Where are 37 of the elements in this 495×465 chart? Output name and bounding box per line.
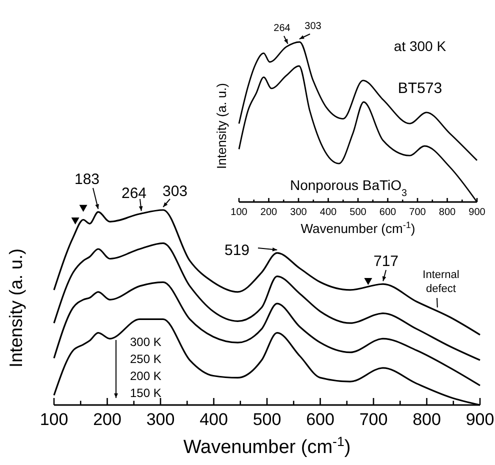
x-tick-label: 400: [200, 410, 228, 429]
series-label: BT573: [398, 80, 442, 97]
x-tick-label: 800: [438, 207, 456, 218]
annotation: 200 K: [130, 369, 162, 383]
annotation: Internal defect: [422, 269, 460, 295]
x-tick-label: 600: [306, 410, 334, 429]
x-tick-label: 400: [320, 207, 338, 218]
series-label: Nonporous BaTiO$_{3}$: [290, 177, 408, 198]
x-tick-label: 500: [252, 410, 282, 429]
annotation: 519: [224, 242, 250, 259]
x-tick-label: 500: [350, 207, 367, 218]
x-tick-label: 300: [290, 207, 308, 218]
x-tick-label: 200: [260, 207, 278, 218]
annotation: 303: [304, 21, 322, 32]
y-axis-title: Intensity (a. u.): [214, 83, 229, 169]
x-tick-label: 600: [379, 207, 397, 218]
annotation: 300 K: [130, 335, 162, 349]
x-tick-label: 900: [466, 410, 494, 429]
x-tick-label: 800: [412, 410, 441, 429]
x-axis-title: Wavenumber (cm$^{-1}$): [183, 434, 351, 458]
y-axis-title: Intensity (a. u.): [6, 248, 26, 368]
annotation: 303: [162, 183, 188, 200]
x-tick-label: 300: [146, 410, 175, 429]
annotation: 264: [274, 23, 291, 34]
x-axis-title: Wavenumber (cm$^{-1}$): [300, 220, 416, 236]
x-tick-label: 900: [468, 207, 486, 218]
annotation: 183: [74, 171, 100, 188]
annotation: 250 K: [130, 352, 162, 366]
x-tick-label: 700: [409, 207, 426, 218]
annotation: 150 K: [130, 386, 162, 400]
x-tick-label: 200: [93, 410, 122, 429]
x-tick-label: 700: [359, 410, 388, 429]
x-tick-label: 100: [230, 207, 248, 218]
annotation: 717: [373, 253, 399, 270]
x-tick-label: 100: [40, 410, 68, 429]
chart-title: at 300 K: [394, 38, 447, 54]
annotation: 264: [121, 185, 147, 202]
